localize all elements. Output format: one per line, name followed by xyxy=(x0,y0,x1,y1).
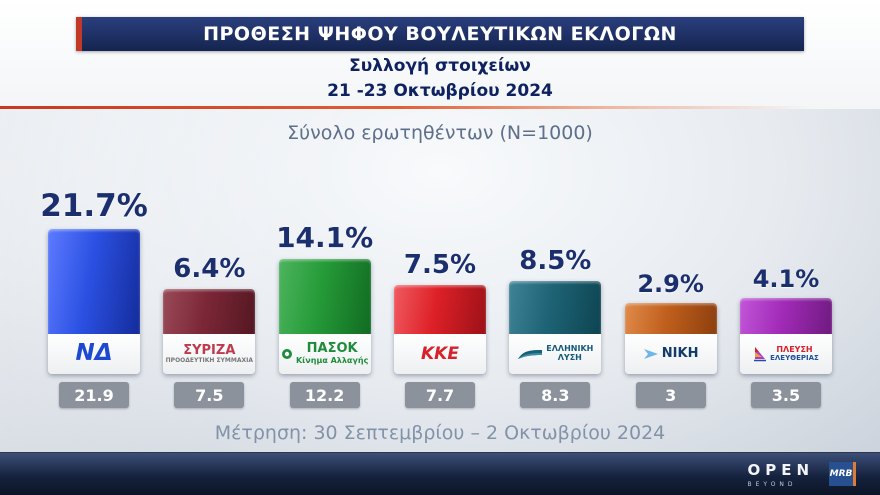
party-logo-syriza: ΣΥΡΙΖΑ ΠΡΟΟΔΕΥΤΙΚΗ ΣΥΜΜΑΧΙΑ xyxy=(163,334,256,374)
party-logo-line: ΕΛΕΥΘΕΡΙΑΣ xyxy=(770,353,819,362)
party-logo-text-plefsi-eleftherias: ΠΛΕΥΣΗ ΕΛΕΥΘΕΡΙΑΣ xyxy=(770,344,819,362)
party-logo-text-kke: ΚΚΕ xyxy=(421,343,459,364)
bar-column-syriza: 6.4% ΣΥΡΙΖΑ ΠΡΟΟΔΕΥΤΙΚΗ ΣΥΜΜΑΧΙΑ 7.5 xyxy=(159,254,259,408)
mrb-logo-text: MRB xyxy=(829,469,853,479)
party-logo-elliniki-lysi: ΕΛΛΗΝΙΚΗ ΛΥΣΗ xyxy=(509,334,602,374)
previous-value-nd: 21.9 xyxy=(59,382,129,408)
previous-value-syriza: 7.5 xyxy=(174,382,245,408)
party-logo-text-pasok: ΠΑΣΟΚ Κίνημα Αλλαγής xyxy=(296,342,368,365)
open-logo-text: OPEN xyxy=(747,461,814,479)
party-logo-line: Κίνημα Αλλαγής xyxy=(295,355,369,365)
bar-fill-elliniki-lysi xyxy=(509,281,602,334)
bar-fill-plefsi-eleftherias xyxy=(739,298,832,334)
header-bar: ΠΡΟΘΕΣΗ ΨΗΦΟΥ ΒΟΥΛΕΥΤΙΚΩΝ ΕΚΛΟΓΩΝ xyxy=(76,17,804,51)
lysi-flag-icon xyxy=(517,349,543,360)
bar-column-elliniki-lysi: 8.5% ΕΛΛΗΝΙΚΗ ΛΥΣΗ 8.3 xyxy=(505,246,605,408)
bar-pasok: ΠΑΣΟΚ Κίνημα Αλλαγής xyxy=(278,259,371,374)
bar-plefsi-eleftherias: ΠΛΕΥΣΗ ΕΛΕΥΘΕΡΙΑΣ xyxy=(739,298,832,374)
party-logo-text-nd: ΝΔ xyxy=(75,340,113,367)
header-accent xyxy=(76,17,82,51)
open-logo-subtext: BEYOND xyxy=(747,481,797,488)
party-logo-line: ΝΙΚΗ xyxy=(661,345,699,361)
party-logo-niki: ΝΙΚΗ xyxy=(624,334,717,374)
party-logo-line: ΚΚΕ xyxy=(421,343,459,364)
accent-line xyxy=(0,106,880,109)
bar-column-plefsi-eleftherias: 4.1% ΠΛΕΥΣΗ ΕΛΕΥΘΕΡΙΑΣ 3.5 xyxy=(736,265,836,408)
party-logo-kke: ΚΚΕ xyxy=(393,334,486,374)
bar-fill-pasok xyxy=(278,259,371,334)
party-logo-line: ΠΛΕΥΣΗ xyxy=(776,344,813,354)
plefsi-sail-icon xyxy=(753,346,767,362)
party-logo-line: ΠΡΟΟΔΕΥΤΙΚΗ ΣΥΜΜΑΧΙΑ xyxy=(165,356,253,364)
bar-syriza: ΣΥΡΙΖΑ ΠΡΟΟΔΕΥΤΙΚΗ ΣΥΜΜΑΧΙΑ xyxy=(163,289,256,374)
previous-value-plefsi-eleftherias: 3.5 xyxy=(750,382,821,408)
measurement-note: Μέτρηση: 30 Σεπτεμβρίου – 2 Οκτωβρίου 20… xyxy=(214,422,666,444)
percent-label-niki: 2.9% xyxy=(637,270,704,298)
chart-panel: Σύνολο ερωτηθέντων (N=1000) 21.7% ΝΔ 21.9 6… xyxy=(0,109,880,452)
party-logo-line: ΝΔ xyxy=(75,340,113,367)
bar-fill-niki xyxy=(624,303,717,334)
page-title: ΠΡΟΘΕΣΗ ΨΗΦΟΥ ΒΟΥΛΕΥΤΙΚΩΝ ΕΚΛΟΓΩΝ xyxy=(203,23,677,45)
party-logo-nd: ΝΔ xyxy=(48,334,140,374)
bar-fill-syriza xyxy=(163,289,256,334)
bar-fill-nd xyxy=(48,229,140,334)
bar-nd: ΝΔ xyxy=(48,229,140,374)
bar-column-pasok: 14.1% ΠΑΣΟΚ Κίνημα Αλλαγής 12.2 xyxy=(275,221,375,408)
percent-label-kke: 7.5% xyxy=(403,250,477,280)
previous-value-pasok: 12.2 xyxy=(289,382,360,408)
previous-value-niki: 3 xyxy=(635,382,706,408)
party-logo-text-elliniki-lysi: ΕΛΛΗΝΙΚΗ ΛΥΣΗ xyxy=(546,344,594,363)
sample-size-label: Σύνολο ερωτηθέντων (N=1000) xyxy=(287,122,593,144)
percent-label-elliniki-lysi: 8.5% xyxy=(519,246,592,276)
previous-value-kke: 7.7 xyxy=(404,382,475,408)
percent-label-plefsi-eleftherias: 4.1% xyxy=(752,265,820,293)
party-logo-pasok: ΠΑΣΟΚ Κίνημα Αλλαγής xyxy=(278,334,371,374)
percent-label-syriza: 6.4% xyxy=(173,254,246,284)
collection-dates: 21 -23 Οκτωβρίου 2024 xyxy=(327,80,553,101)
mrb-logo: MRB xyxy=(829,462,856,486)
subheader: Συλλογή στοιχείων 21 -23 Οκτωβρίου 2024 xyxy=(0,54,880,103)
bar-elliniki-lysi: ΕΛΛΗΝΙΚΗ ΛΥΣΗ xyxy=(509,281,602,374)
pasok-sun-icon xyxy=(281,348,293,360)
collection-label: Συλλογή στοιχείων xyxy=(349,56,531,76)
percent-label-pasok: 14.1% xyxy=(276,221,374,254)
party-logo-line: ΕΛΛΗΝΙΚΗ xyxy=(546,344,594,354)
party-logo-line: ΛΥΣΗ xyxy=(557,353,582,362)
niki-arrow-icon xyxy=(643,348,659,360)
open-tv-logo: OPEN BEYOND xyxy=(747,461,814,488)
footer-bar: OPEN BEYOND MRB xyxy=(0,452,880,495)
bar-column-niki: 2.9% ΝΙΚΗ 3 xyxy=(621,270,721,408)
chart-columns: 21.7% ΝΔ 21.9 6.4% ΣΥΡΙΖΑ ΠΡΟΟΔΕΥΤΙΚΗ ΣΥΜΜΑΧΙ… xyxy=(40,188,836,408)
party-logo-plefsi-eleftherias: ΠΛΕΥΣΗ ΕΛΕΥΘΕΡΙΑΣ xyxy=(739,334,832,374)
previous-value-elliniki-lysi: 8.3 xyxy=(520,382,591,408)
bar-niki: ΝΙΚΗ xyxy=(624,303,717,374)
bar-fill-kke xyxy=(393,285,486,334)
party-logo-text-niki: ΝΙΚΗ xyxy=(661,345,699,361)
bar-kke: ΚΚΕ xyxy=(393,285,486,374)
bar-column-kke: 7.5% ΚΚΕ 7.7 xyxy=(390,250,490,408)
party-logo-line: ΣΥΡΙΖΑ xyxy=(183,342,236,358)
percent-label-nd: 21.7% xyxy=(40,188,148,224)
bar-column-nd: 21.7% ΝΔ 21.9 xyxy=(40,188,148,408)
party-logo-text-syriza: ΣΥΡΙΖΑ ΠΡΟΟΔΕΥΤΙΚΗ ΣΥΜΜΑΧΙΑ xyxy=(165,342,253,365)
party-logo-line: ΠΑΣΟΚ xyxy=(306,341,358,357)
